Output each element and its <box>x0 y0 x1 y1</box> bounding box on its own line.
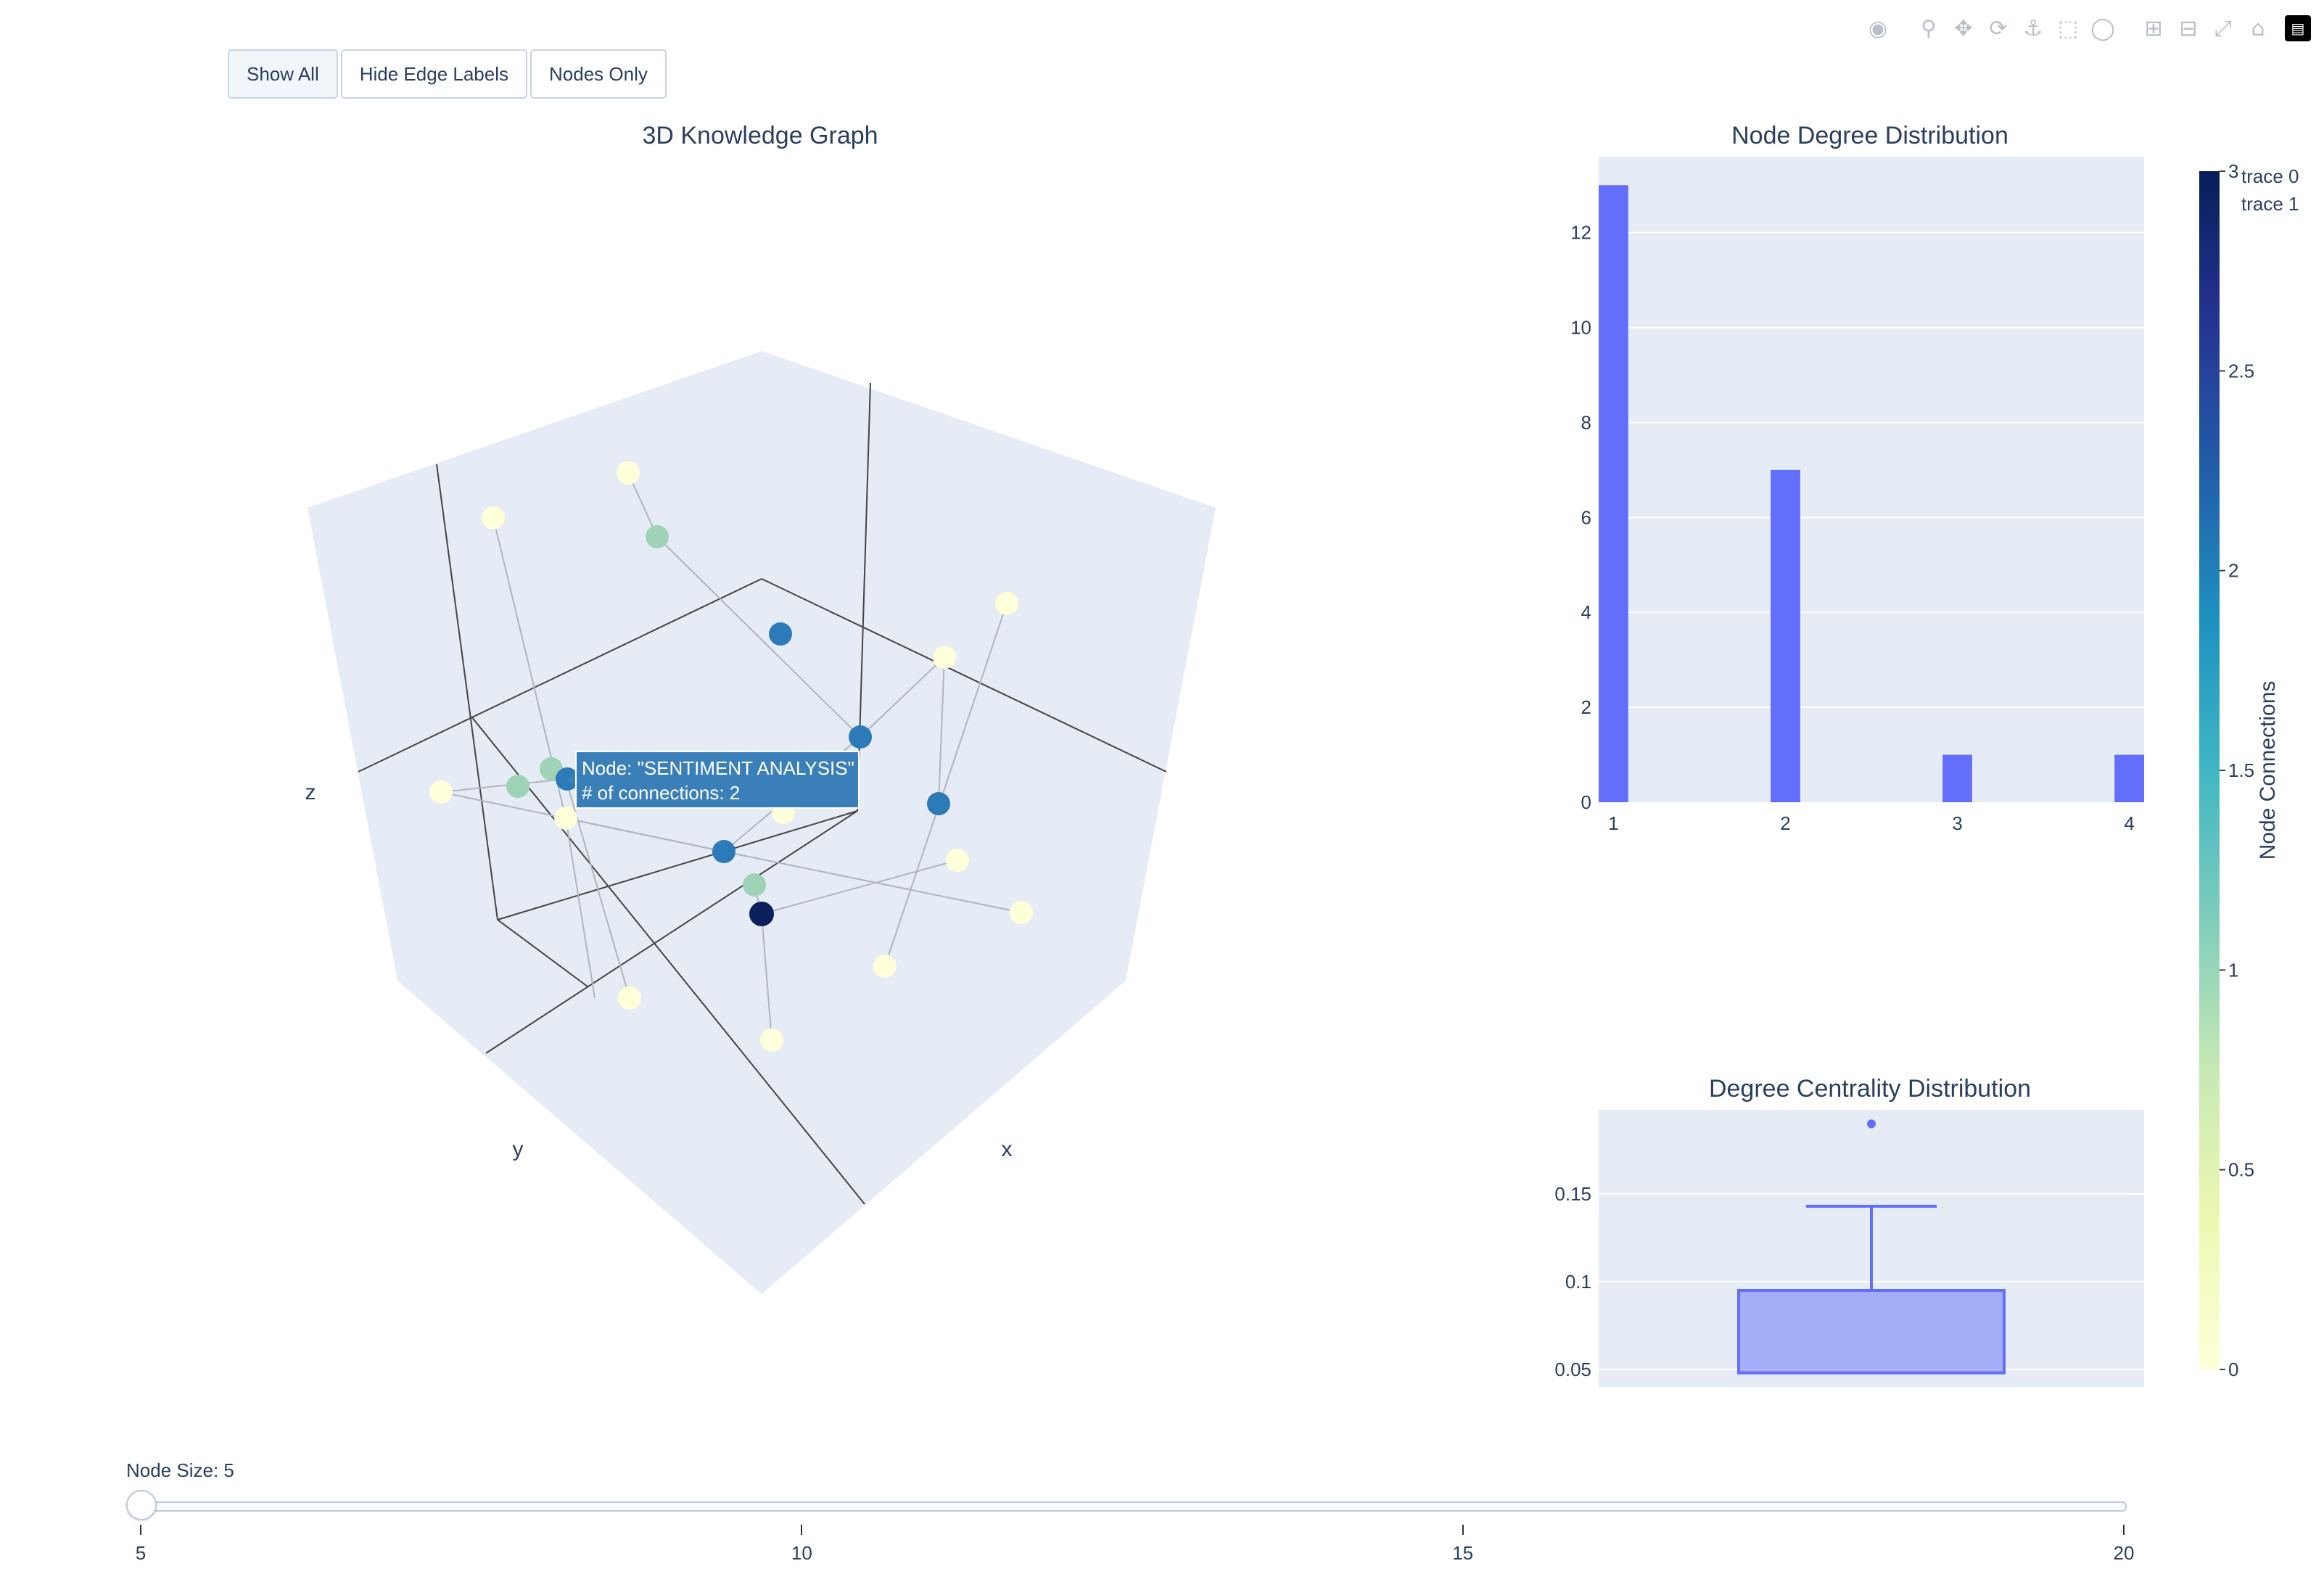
lasso-icon[interactable]: ◯ <box>2090 15 2115 41</box>
graph-node[interactable] <box>482 506 505 530</box>
axis-label-y: y <box>513 1137 524 1161</box>
nodes-only-button[interactable]: Nodes Only <box>530 49 667 99</box>
box-y-tick-label: 0.1 <box>1565 1271 1591 1293</box>
degree-bar[interactable] <box>1942 754 1972 802</box>
graph-node[interactable] <box>743 873 766 897</box>
graph-node[interactable] <box>769 622 792 646</box>
graph-node[interactable] <box>712 840 735 863</box>
colorbar-tick-label: 3 <box>2228 160 2238 182</box>
view-mode-buttons: Show All Hide Edge Labels Nodes Only <box>228 49 667 99</box>
graph-node[interactable] <box>933 646 956 669</box>
graph-node[interactable] <box>873 955 897 978</box>
graph-nodes <box>429 461 1033 1052</box>
graph-node[interactable] <box>946 849 969 872</box>
pan-icon[interactable]: ✥ <box>1954 15 1973 41</box>
degree-bar[interactable] <box>1771 469 1800 802</box>
degree-bar[interactable] <box>2114 754 2144 802</box>
bar-y-tick-label: 0 <box>1581 791 1591 813</box>
bar-y-tick-label: 4 <box>1581 601 1591 623</box>
modebar: ◉ ⚲ ✥ ⟳ ⚓ ⬚ ◯ ⊞ ⊟ ⤢ ⌂ ▤ <box>1863 13 2311 44</box>
graph-node[interactable] <box>646 525 669 548</box>
scene-pane-right <box>762 351 1216 981</box>
node-size-slider-handle[interactable] <box>126 1490 157 1520</box>
bar-x-tick-label: 3 <box>1952 812 1962 834</box>
hide-edge-labels-button[interactable]: Hide Edge Labels <box>340 49 527 99</box>
node-size-label: Node Size: 5 <box>126 1459 234 1481</box>
node-tooltip: Node: "SENTIMENT ANALYSIS" # of connecti… <box>567 751 860 809</box>
bar-y-tick-label: 12 <box>1570 222 1591 244</box>
show-all-button[interactable]: Show All <box>228 49 338 99</box>
turntable-icon[interactable]: ⚓ <box>2023 15 2043 41</box>
bar-x-tick-label: 2 <box>1780 812 1790 834</box>
legend-item[interactable]: trace 1 <box>2241 193 2299 215</box>
bar-plot-area <box>1599 157 2144 802</box>
slider-tick-mark <box>1462 1525 1464 1535</box>
centrality-box-title: Degree Centrality Distribution <box>1708 1075 2032 1103</box>
home-icon[interactable]: ⌂ <box>2251 15 2265 41</box>
graph-node[interactable] <box>617 461 640 485</box>
legend-item[interactable]: trace 0 <box>2241 165 2299 187</box>
colorbar-tick-label: 0 <box>2228 1359 2238 1380</box>
slider-tick-mark <box>2123 1525 2125 1535</box>
slider-tick-mark <box>140 1525 141 1535</box>
axis-label-z: z <box>305 780 316 804</box>
tooltip-connections: # of connections: 2 <box>582 782 740 804</box>
colorbar-gradient <box>2199 171 2220 1369</box>
graph-node[interactable] <box>1010 901 1033 924</box>
graph-node[interactable] <box>995 592 1018 615</box>
slider-tick-label: 10 <box>791 1542 812 1564</box>
plotly-logo-icon[interactable]: ▤ <box>2285 15 2311 41</box>
box-iqr[interactable] <box>1737 1289 2006 1375</box>
colorbar-tick-label: 1.5 <box>2228 759 2254 781</box>
box-select-icon[interactable]: ⬚ <box>2057 15 2079 41</box>
graph-node[interactable] <box>927 792 950 815</box>
colorbar-tick-label: 1 <box>2228 959 2238 981</box>
slider-tick-mark <box>801 1525 803 1535</box>
bar-x-tick-label: 1 <box>1608 812 1618 834</box>
box-y-tick-label: 0.05 <box>1554 1359 1591 1380</box>
slider-tick-label: 15 <box>1452 1542 1474 1564</box>
box-outlier[interactable] <box>1867 1119 1876 1129</box>
colorbar-tick-label: 2 <box>2228 560 2238 582</box>
colorbar-tick-label: 2.5 <box>2228 360 2254 382</box>
graph-node[interactable] <box>760 1029 783 1052</box>
zoom-out-icon[interactable]: ⊟ <box>2179 15 2198 41</box>
bar-y-tick-label: 10 <box>1570 317 1591 339</box>
graph-node[interactable] <box>849 725 872 749</box>
legend: trace 0 trace 1 <box>2241 165 2299 215</box>
camera-icon[interactable]: ◉ <box>1868 15 1888 41</box>
orbit-icon[interactable]: ⟳ <box>1989 15 2008 41</box>
bar-y-tick-label: 2 <box>1581 696 1591 718</box>
bar-y-tick-label: 6 <box>1581 506 1591 528</box>
graph-node[interactable] <box>429 780 453 804</box>
zoom-in-icon[interactable]: ⊞ <box>2144 15 2163 41</box>
box-y-tick-label: 0.15 <box>1554 1183 1591 1205</box>
graph-node[interactable] <box>554 807 577 830</box>
graph-node[interactable] <box>506 775 530 798</box>
autoscale-icon[interactable]: ⤢ <box>2214 15 2232 41</box>
zoom-icon[interactable]: ⚲ <box>1921 15 1937 41</box>
graph3d-title: 3D Knowledge Graph <box>642 122 878 149</box>
graph-node[interactable] <box>618 986 641 1010</box>
slider-tick-label: 20 <box>2113 1542 2135 1564</box>
graph-node[interactable] <box>749 902 774 926</box>
colorbar-tick-label: 0.5 <box>2228 1159 2254 1181</box>
scene-pane-left <box>308 351 762 981</box>
axis-label-x: x <box>1002 1137 1013 1161</box>
slider-tick-label: 5 <box>135 1542 147 1564</box>
colorbar-title: Node Connections <box>2256 681 2280 860</box>
degree-bar[interactable] <box>1599 185 1628 802</box>
node-size-slider-rail[interactable] <box>141 1501 2127 1512</box>
tooltip-node-name: Node: "SENTIMENT ANALYSIS" <box>582 757 854 779</box>
degree-histogram-title: Node Degree Distribution <box>1731 122 2008 149</box>
bar-y-tick-label: 8 <box>1581 411 1591 433</box>
bar-x-tick-label: 4 <box>2124 812 2134 834</box>
scene-pane-floor <box>397 914 1126 1294</box>
